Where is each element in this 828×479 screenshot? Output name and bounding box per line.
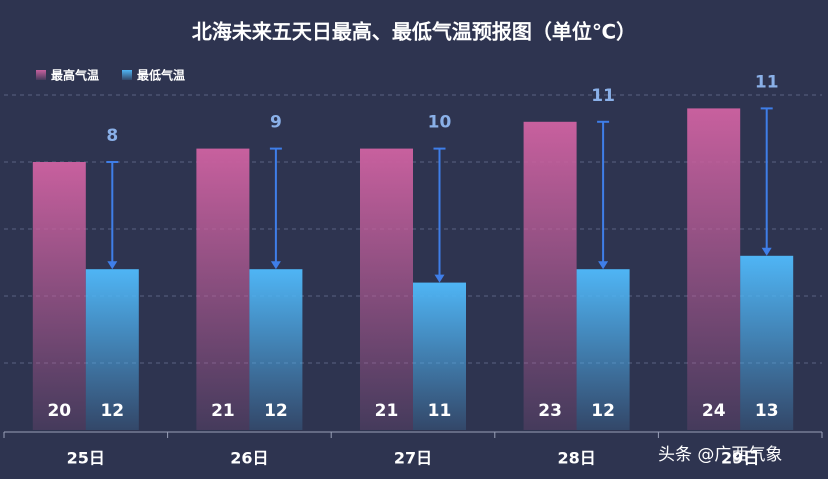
value-label: 24 — [702, 401, 726, 421]
bar — [85, 269, 139, 430]
difference-label: 9 — [270, 113, 282, 133]
bar — [740, 255, 794, 430]
arrow-head — [761, 247, 772, 256]
bar — [413, 282, 466, 430]
bar — [576, 269, 630, 430]
legend-label: 最低气温 — [137, 68, 185, 83]
value-label: 12 — [264, 401, 288, 421]
value-label: 12 — [591, 401, 615, 421]
arrow-head — [270, 261, 281, 270]
value-label: 21 — [211, 401, 235, 421]
bar — [249, 269, 303, 430]
legend-swatch — [36, 70, 46, 80]
watermark: 头条 @广西气象 — [658, 445, 782, 465]
value-label: 20 — [47, 401, 71, 421]
arrow-head — [434, 274, 445, 283]
arrow-head — [598, 261, 609, 270]
value-label: 11 — [428, 401, 452, 421]
difference-label: 11 — [755, 72, 779, 92]
legend-swatch — [122, 70, 132, 80]
x-tick-label: 28日 — [557, 449, 595, 468]
x-tick-label: 25日 — [67, 449, 105, 468]
difference-label: 8 — [106, 126, 118, 146]
value-label: 13 — [755, 401, 779, 421]
legend-label: 最高气温 — [51, 68, 99, 83]
value-label: 23 — [538, 401, 562, 421]
difference-label: 11 — [591, 86, 615, 106]
x-tick-label: 26日 — [230, 449, 268, 468]
value-label: 21 — [375, 401, 399, 421]
chart-title: 北海未来五天日最高、最低气温预报图（单位℃） — [192, 20, 636, 44]
difference-label: 10 — [428, 113, 452, 133]
bar — [32, 162, 86, 430]
x-tick-label: 27日 — [394, 449, 432, 468]
bar — [360, 148, 413, 430]
bar — [196, 148, 250, 430]
value-label: 12 — [100, 401, 124, 421]
bar — [523, 121, 577, 431]
arrow-head — [107, 261, 118, 270]
bar — [687, 108, 741, 431]
x-tick-label: 29日 — [721, 449, 759, 468]
